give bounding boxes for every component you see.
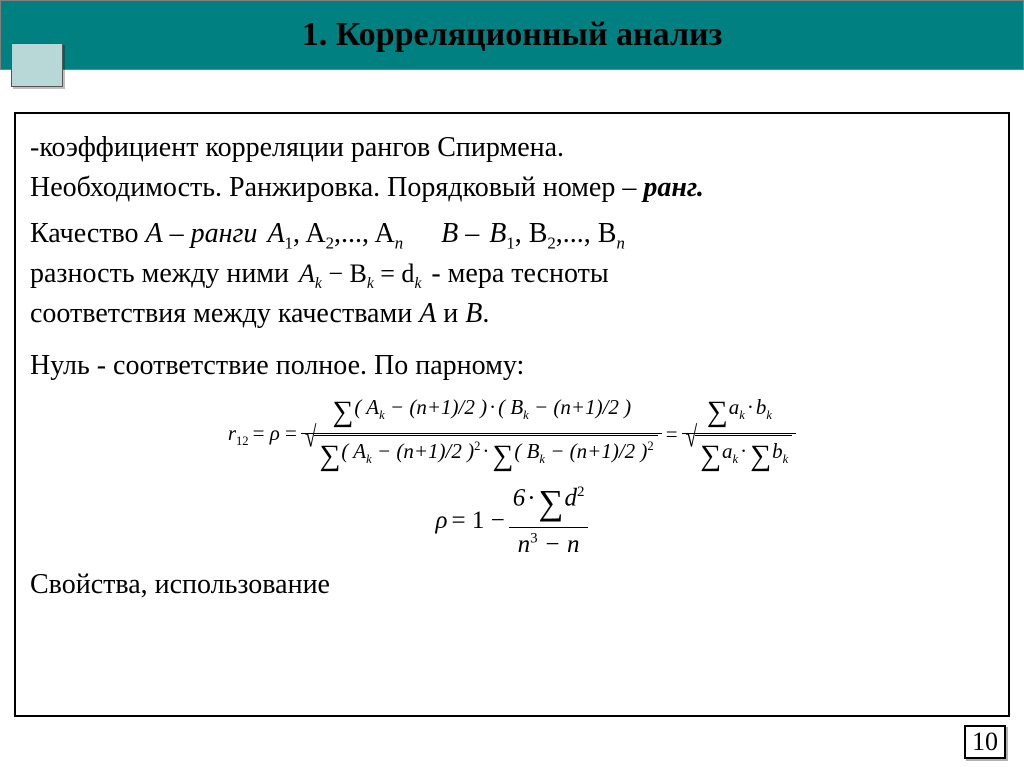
- diff-equation: Ak − Bk = dk: [299, 257, 421, 294]
- sequence-A: A1, A2,..., An: [267, 216, 403, 254]
- text-line-3: Качество А – ранги A1, A2,..., An В – B1…: [30, 216, 994, 254]
- text-line-2a: Необходимость. Ранжировка. Порядковый но…: [30, 172, 643, 203]
- text-rang: ранг.: [643, 172, 704, 203]
- l3-a: Качество: [30, 218, 146, 249]
- text-line-6: Свойства, использование: [30, 567, 994, 603]
- title-decoration-box: [11, 43, 63, 87]
- sequence-B: B1, B2,..., Bn: [489, 216, 625, 254]
- l3-b: А – ранги: [146, 218, 258, 249]
- text-line-4: разность между ними Ak − Bk = dk - мера …: [30, 256, 994, 294]
- text-line-4c: соответствия между качествами А и В.: [30, 296, 994, 332]
- l4a: разность между ними: [30, 256, 289, 292]
- text-line-5: Нуль - соответствие полное. По парному:: [30, 348, 994, 384]
- l4b: - мера тесноты: [431, 256, 608, 292]
- content-frame: -коэффициент корреляции рангов Спирмена.…: [14, 112, 1010, 717]
- formula-rho: ρ= 1 − 6·∑d2 n3 − n: [30, 481, 994, 561]
- slide-title: 1. Корреляционный анализ: [302, 16, 723, 54]
- text-line-2: Необходимость. Ранжировка. Порядковый но…: [30, 170, 994, 206]
- page-number: 10: [964, 725, 1006, 759]
- formula-r12: r12= ρ = ∑( Ak − (n+1)/2 )·( Bk − (n+1)/…: [30, 394, 994, 476]
- l3-c: В –: [441, 216, 479, 252]
- text-line-1: -коэффициент корреляции рангов Спирмена.: [30, 130, 994, 166]
- title-bar: 1. Корреляционный анализ: [0, 0, 1024, 70]
